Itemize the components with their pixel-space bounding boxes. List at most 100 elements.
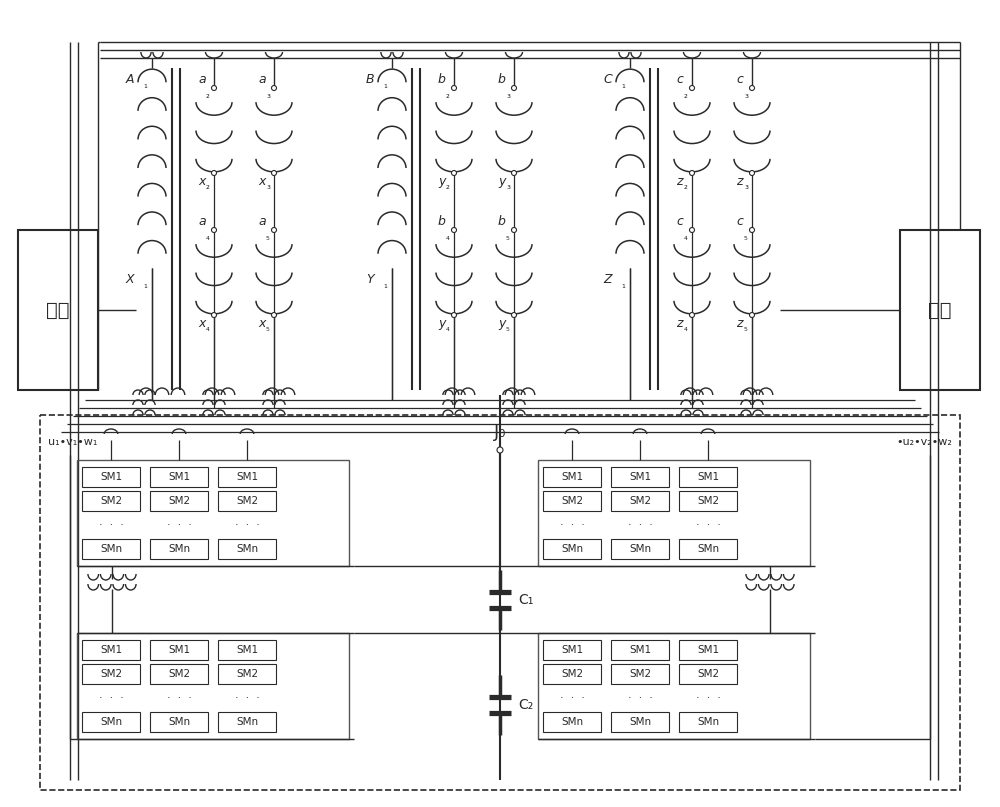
Bar (40, 415, 960, 790)
Text: SM1: SM1 (236, 645, 258, 655)
Text: SMn: SMn (697, 544, 719, 554)
Text: ₂: ₂ (446, 181, 450, 191)
Text: SM2: SM2 (561, 496, 583, 506)
Circle shape (690, 86, 694, 90)
Text: b: b (438, 215, 446, 228)
Text: c: c (676, 215, 683, 228)
Text: z: z (676, 317, 682, 330)
Text: ·  ·  ·: · · · (167, 693, 191, 703)
Bar (538, 633, 810, 739)
Bar (679, 539, 737, 559)
Text: x: x (198, 175, 205, 188)
Circle shape (750, 170, 755, 175)
Text: C₂: C₂ (518, 698, 533, 712)
Text: SM1: SM1 (697, 472, 719, 482)
Bar (543, 491, 601, 511)
Text: SM2: SM2 (100, 496, 122, 506)
Bar (218, 467, 276, 487)
Text: SMn: SMn (100, 544, 122, 554)
Bar (82, 491, 140, 511)
Text: ₅: ₅ (266, 232, 270, 242)
Text: SM1: SM1 (168, 472, 190, 482)
Text: ₂: ₂ (446, 90, 450, 100)
Text: ₄: ₄ (206, 232, 210, 242)
Text: C₁: C₁ (518, 593, 533, 607)
Text: SMn: SMn (100, 717, 122, 727)
Bar (150, 491, 208, 511)
Bar (543, 467, 601, 487)
Text: ₂: ₂ (206, 181, 210, 191)
Text: ·  ·  ·: · · · (560, 693, 584, 703)
Text: a: a (258, 215, 266, 228)
Text: b: b (438, 73, 446, 86)
Text: SMn: SMn (561, 717, 583, 727)
Text: y: y (438, 317, 445, 330)
Text: ·  ·  ·: · · · (696, 693, 720, 703)
Bar (611, 640, 669, 660)
Text: ₅: ₅ (744, 232, 748, 242)
Text: SM2: SM2 (100, 669, 122, 679)
Bar (218, 539, 276, 559)
Text: SM2: SM2 (168, 496, 190, 506)
Text: ·  ·  ·: · · · (235, 520, 259, 530)
Circle shape (452, 86, 456, 90)
Bar (82, 664, 140, 684)
Circle shape (212, 312, 216, 317)
Bar (679, 640, 737, 660)
Bar (679, 467, 737, 487)
Bar (679, 664, 737, 684)
Text: C: C (603, 73, 612, 86)
Bar (543, 712, 601, 732)
Circle shape (212, 228, 216, 232)
Text: Y: Y (366, 273, 374, 286)
Text: ₂: ₂ (684, 181, 688, 191)
Text: SMn: SMn (236, 717, 258, 727)
Text: ₃: ₃ (266, 181, 270, 191)
Circle shape (690, 228, 694, 232)
Text: a: a (198, 215, 206, 228)
Bar (543, 664, 601, 684)
Bar (150, 664, 208, 684)
Text: ₁: ₁ (621, 280, 625, 290)
Text: Z: Z (603, 273, 612, 286)
Text: ₁: ₁ (143, 80, 147, 90)
Text: z: z (736, 175, 742, 188)
Bar (218, 664, 276, 684)
Bar (82, 467, 140, 487)
Text: SMn: SMn (168, 717, 190, 727)
Text: ₄: ₄ (684, 232, 688, 242)
Text: ·  ·  ·: · · · (696, 520, 720, 530)
Text: z: z (736, 317, 742, 330)
Circle shape (272, 170, 276, 175)
Text: SM1: SM1 (100, 472, 122, 482)
Text: ₅: ₅ (506, 323, 510, 333)
Text: ·  ·  ·: · · · (99, 520, 123, 530)
Text: b: b (498, 215, 506, 228)
Text: c: c (736, 73, 743, 86)
Text: ₃: ₃ (506, 181, 510, 191)
Circle shape (750, 228, 755, 232)
Text: ₁: ₁ (383, 80, 387, 90)
Bar (611, 539, 669, 559)
Bar (611, 712, 669, 732)
Text: z: z (676, 175, 682, 188)
Text: x: x (258, 317, 265, 330)
Text: X: X (125, 273, 134, 286)
Text: SMn: SMn (236, 544, 258, 554)
Circle shape (750, 86, 755, 90)
Bar (218, 640, 276, 660)
Bar (679, 491, 737, 511)
Bar (18, 230, 98, 390)
Text: ₃: ₃ (506, 90, 510, 100)
Circle shape (452, 170, 456, 175)
Bar (82, 640, 140, 660)
Circle shape (690, 170, 694, 175)
Bar (543, 539, 601, 559)
Text: SM1: SM1 (100, 645, 122, 655)
Bar (900, 230, 980, 390)
Text: SMn: SMn (629, 544, 651, 554)
Text: SM1: SM1 (629, 472, 651, 482)
Text: ₅: ₅ (266, 323, 270, 333)
Text: ₁: ₁ (143, 280, 147, 290)
Bar (538, 460, 810, 566)
